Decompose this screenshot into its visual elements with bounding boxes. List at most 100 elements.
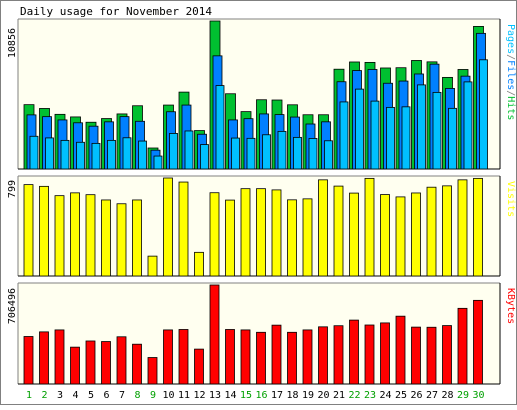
bar-kbytes-day-8 <box>132 343 142 385</box>
day-label-2: 2 <box>41 390 47 401</box>
bar-kbytes-day-3 <box>54 329 65 385</box>
legend-pages: Pages <box>505 24 516 54</box>
bar-visits-day-2 <box>39 185 49 277</box>
bar-pages-day-3 <box>60 139 70 170</box>
bar-pages-day-18 <box>293 136 302 170</box>
day-label-5: 5 <box>88 390 94 401</box>
bar-kbytes-day-7 <box>116 336 127 385</box>
bar-kbytes-day-24 <box>380 322 390 385</box>
series-legend: KBytes <box>505 288 516 324</box>
chart-title: Daily usage for November 2014 <box>20 5 212 18</box>
bar-pages-day-17 <box>277 130 287 170</box>
bar-visits-day-21 <box>333 185 344 277</box>
y-max-label: 706496 <box>7 288 18 324</box>
day-label-20: 20 <box>317 390 329 401</box>
bar-pages-day-5 <box>91 142 101 170</box>
day-label-25: 25 <box>395 390 407 401</box>
bar-kbytes-day-30 <box>473 299 483 385</box>
bar-visits-day-23 <box>364 177 375 277</box>
bar-kbytes-day-29 <box>457 307 468 385</box>
bar-visits-day-29 <box>457 179 468 277</box>
bar-pages-day-28 <box>448 107 457 170</box>
bar-visits-day-27 <box>426 186 437 277</box>
bar-kbytes-day-15 <box>240 329 251 385</box>
bar-pages-day-8 <box>138 140 147 170</box>
bar-pages-day-2 <box>45 137 54 170</box>
bar-visits-day-13 <box>209 192 220 277</box>
bar-visits-day-1 <box>23 184 34 277</box>
series-legend: Pages/Files/Hits <box>505 24 516 120</box>
bar-kbytes-day-25 <box>395 315 406 385</box>
bar-kbytes-day-21 <box>333 325 344 385</box>
bar-kbytes-day-11 <box>178 329 189 385</box>
day-label-22: 22 <box>348 390 360 401</box>
bar-pages-day-23 <box>370 100 380 170</box>
bar-visits-day-19 <box>302 198 313 277</box>
day-label-11: 11 <box>178 390 190 401</box>
bar-pages-day-12 <box>200 144 209 170</box>
legend-separator: / <box>505 90 516 96</box>
bar-visits-day-7 <box>116 203 127 277</box>
bar-pages-day-16 <box>262 134 271 170</box>
bar-visits-day-16 <box>256 188 266 277</box>
bar-visits-day-30 <box>473 177 483 277</box>
legend-kbytes: KBytes <box>505 288 516 324</box>
bar-visits-day-12 <box>194 251 204 277</box>
day-label-7: 7 <box>119 390 125 401</box>
bar-pages-day-25 <box>401 106 411 170</box>
day-label-19: 19 <box>302 390 314 401</box>
day-label-4: 4 <box>72 390 78 401</box>
day-label-17: 17 <box>271 390 283 401</box>
bar-kbytes-day-14 <box>225 329 235 385</box>
bar-visits-day-15 <box>240 188 251 277</box>
bar-kbytes-day-27 <box>426 326 437 385</box>
bars <box>23 284 483 385</box>
bar-pages-day-6 <box>107 139 116 170</box>
bar-pages-day-1 <box>29 135 39 170</box>
bar-pages-day-22 <box>355 88 364 170</box>
bar-kbytes-day-16 <box>256 331 266 385</box>
series-legend: Visits <box>505 181 516 217</box>
bar-visits-day-6 <box>101 199 111 277</box>
bar-kbytes-day-23 <box>364 324 375 385</box>
day-labels: 1 2 3 4 5 6 7 8 9 10 11 12 13 14 15 16 17 18 19 20 21 22 23 24 2… <box>26 390 485 401</box>
bar-visits-day-5 <box>85 194 96 277</box>
bar-kbytes-day-26 <box>411 326 421 385</box>
bar-kbytes-day-10 <box>163 329 173 385</box>
bar-visits-day-9 <box>147 255 158 277</box>
day-label-30: 30 <box>472 390 484 401</box>
day-label-21: 21 <box>333 390 345 401</box>
legend-hits: Hits <box>505 96 516 120</box>
bar-pages-day-10 <box>169 133 178 170</box>
bar-kbytes-day-20 <box>318 326 328 385</box>
bar-visits-day-10 <box>163 177 173 277</box>
bar-kbytes-day-6 <box>101 341 111 385</box>
bar-kbytes-day-5 <box>85 340 96 385</box>
bar-visits-day-24 <box>380 194 390 277</box>
day-label-6: 6 <box>103 390 109 401</box>
bar-kbytes-day-2 <box>39 331 49 385</box>
bar-visits-day-18 <box>287 199 297 277</box>
bar-pages-day-9 <box>153 155 163 170</box>
bar-pages-day-7 <box>122 137 132 170</box>
bar-visits-day-8 <box>132 199 142 277</box>
bar-kbytes-day-4 <box>70 346 80 385</box>
bar-visits-day-17 <box>271 189 282 277</box>
bar-visits-day-4 <box>70 192 80 277</box>
bar-visits-day-3 <box>54 195 65 277</box>
bar-pages-day-27 <box>432 91 442 170</box>
bar-visits-day-20 <box>318 179 328 277</box>
y-max-label: 799 <box>7 180 18 198</box>
bar-visits-day-25 <box>395 196 406 277</box>
day-label-3: 3 <box>57 390 63 401</box>
day-label-28: 28 <box>441 390 453 401</box>
bar-kbytes-day-12 <box>194 348 204 385</box>
bar-kbytes-day-13 <box>209 284 220 385</box>
bar-visits-day-11 <box>178 181 189 277</box>
day-label-9: 9 <box>150 390 156 401</box>
bars <box>23 177 483 277</box>
day-label-13: 13 <box>209 390 221 401</box>
